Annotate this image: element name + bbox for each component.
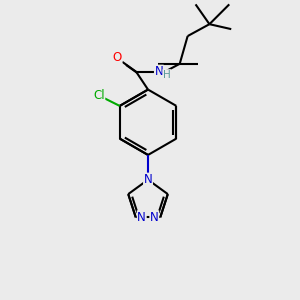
Text: N: N [137,211,146,224]
Text: O: O [113,51,122,64]
Text: N: N [144,173,152,186]
Text: H: H [163,70,171,80]
Text: N: N [154,65,163,78]
Text: Cl: Cl [93,88,105,101]
Text: N: N [150,211,159,224]
